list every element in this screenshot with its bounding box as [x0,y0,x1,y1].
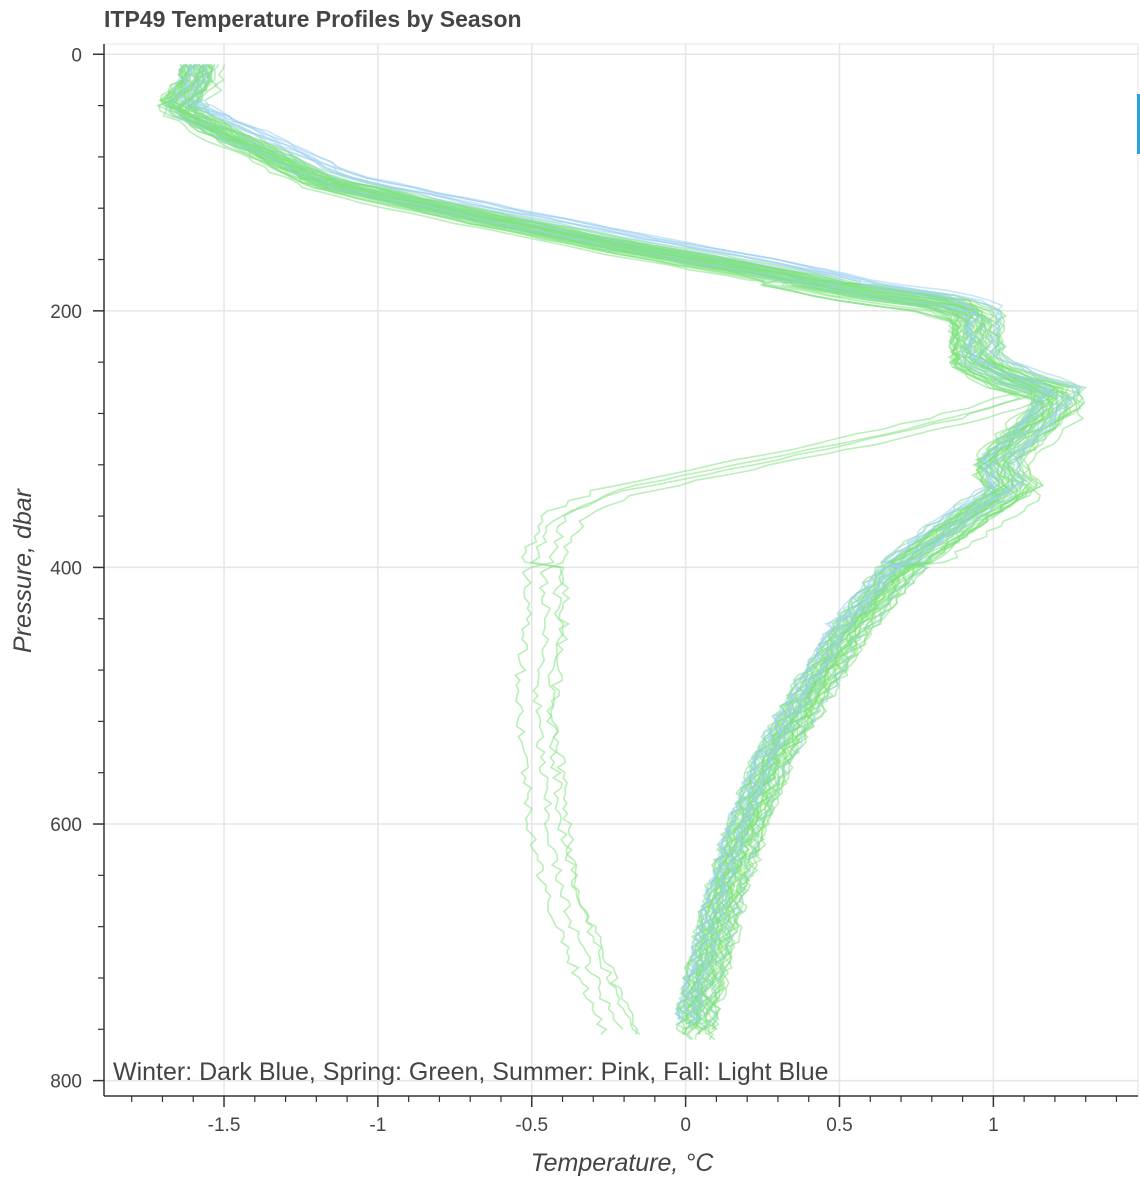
x-tick-label: 1 [988,1115,999,1136]
y-tick-label: 600 [50,815,82,836]
y-tick-label: 400 [50,558,82,579]
profile-series-1-line [177,63,1052,1020]
profile-series-0-line [169,63,1040,1015]
profile-series-0-line [191,64,1043,1030]
profile-series-0-line [168,64,1086,1041]
profile-series-2-line [179,63,1033,1035]
profile-series-2-line [173,64,1020,1036]
profile-series-0-line [166,63,1057,1020]
x-axis-label: Temperature, °C [531,1149,715,1177]
profile-series-2-line [186,64,1058,1030]
grid-lines [103,43,1139,1097]
x-tick-label: -1.5 [208,1115,241,1136]
x-tick-label: 0 [680,1115,691,1136]
y-tick-label: 800 [50,1072,82,1093]
profile-lines [155,63,1088,1041]
x-tick-label: 0.5 [826,1115,852,1136]
season-legend-note: Winter: Dark Blue, Spring: Green, Summer… [113,1058,829,1086]
profile-series-0-line [188,64,1050,1035]
axes: -1.5 -1 -0.5 0 0.5 1 0 200 400 600 800 [50,44,1138,1136]
profile-series-1-line [188,64,1082,1025]
x-tick-label: -1 [369,1115,386,1136]
profile-series-0-line [188,64,1082,1030]
profile-series-1-line [183,64,1059,1020]
y-tick-label: 200 [50,302,82,323]
x-tick-label: -0.5 [515,1115,548,1136]
toolbar-edge-marker[interactable] [1137,94,1140,154]
plot-frame [103,43,1139,1097]
profile-series-2-line [177,63,1022,1035]
profile-series-1-line [174,64,1069,1030]
y-tick-label: 0 [71,45,82,66]
chart-title: ITP49 Temperature Profiles by Season [104,6,522,32]
y-axis-label: Pressure, dbar [9,487,37,653]
